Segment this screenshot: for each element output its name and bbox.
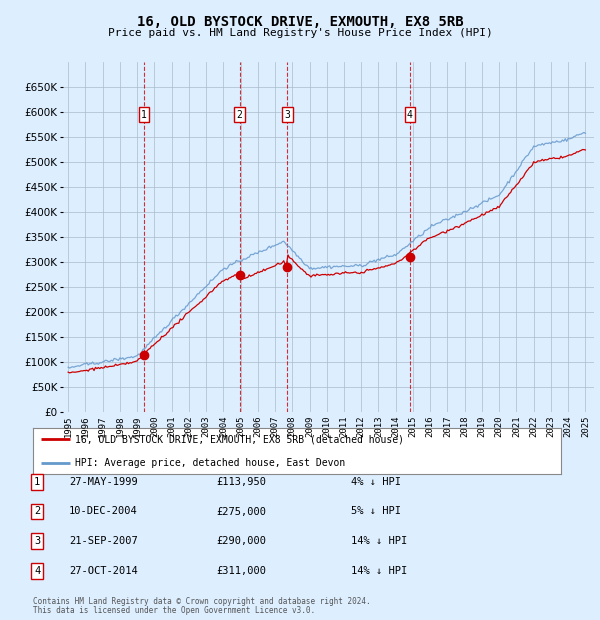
- Text: 2025: 2025: [581, 415, 590, 437]
- Text: 4: 4: [407, 110, 413, 120]
- Text: £275,000: £275,000: [216, 507, 266, 516]
- Text: 2: 2: [34, 507, 40, 516]
- Text: £113,950: £113,950: [216, 477, 266, 487]
- Text: 4% ↓ HPI: 4% ↓ HPI: [351, 477, 401, 487]
- Text: 2016: 2016: [426, 415, 435, 437]
- Text: 3: 3: [34, 536, 40, 546]
- Text: 2023: 2023: [547, 415, 556, 437]
- Text: 2006: 2006: [253, 415, 262, 437]
- Text: 2024: 2024: [563, 415, 572, 437]
- Text: 2003: 2003: [202, 415, 211, 437]
- Text: 1998: 1998: [115, 415, 124, 437]
- Text: 2012: 2012: [357, 415, 366, 437]
- Text: 2019: 2019: [478, 415, 487, 437]
- Text: 14% ↓ HPI: 14% ↓ HPI: [351, 536, 407, 546]
- Text: 1996: 1996: [81, 415, 90, 437]
- Text: 2008: 2008: [288, 415, 297, 437]
- Text: 2001: 2001: [167, 415, 176, 437]
- Text: 2000: 2000: [150, 415, 159, 437]
- Text: 2011: 2011: [340, 415, 349, 437]
- Text: 2009: 2009: [305, 415, 314, 437]
- Text: 2: 2: [236, 110, 242, 120]
- Text: 2010: 2010: [322, 415, 331, 437]
- Text: £290,000: £290,000: [216, 536, 266, 546]
- Text: 2013: 2013: [374, 415, 383, 437]
- Text: 10-DEC-2004: 10-DEC-2004: [69, 507, 138, 516]
- Text: 2021: 2021: [512, 415, 521, 437]
- Text: 1997: 1997: [98, 415, 107, 437]
- Text: 2014: 2014: [391, 415, 400, 437]
- Text: 2004: 2004: [219, 415, 228, 437]
- Text: 2015: 2015: [409, 415, 418, 437]
- Text: 2018: 2018: [460, 415, 469, 437]
- Text: 1: 1: [141, 110, 147, 120]
- Text: 16, OLD BYSTOCK DRIVE, EXMOUTH, EX8 5RB (detached house): 16, OLD BYSTOCK DRIVE, EXMOUTH, EX8 5RB …: [75, 435, 404, 445]
- Text: 27-OCT-2014: 27-OCT-2014: [69, 566, 138, 576]
- Text: 1999: 1999: [133, 415, 142, 437]
- Text: 21-SEP-2007: 21-SEP-2007: [69, 536, 138, 546]
- Text: Price paid vs. HM Land Registry's House Price Index (HPI): Price paid vs. HM Land Registry's House …: [107, 28, 493, 38]
- Text: £311,000: £311,000: [216, 566, 266, 576]
- Text: This data is licensed under the Open Government Licence v3.0.: This data is licensed under the Open Gov…: [33, 606, 315, 615]
- Text: 2020: 2020: [494, 415, 503, 437]
- Text: 2022: 2022: [529, 415, 538, 437]
- Text: 1: 1: [34, 477, 40, 487]
- Text: 27-MAY-1999: 27-MAY-1999: [69, 477, 138, 487]
- Text: 2017: 2017: [443, 415, 452, 437]
- Text: 14% ↓ HPI: 14% ↓ HPI: [351, 566, 407, 576]
- Text: Contains HM Land Registry data © Crown copyright and database right 2024.: Contains HM Land Registry data © Crown c…: [33, 597, 371, 606]
- Text: 2007: 2007: [271, 415, 280, 437]
- Text: HPI: Average price, detached house, East Devon: HPI: Average price, detached house, East…: [75, 458, 346, 467]
- Text: 5% ↓ HPI: 5% ↓ HPI: [351, 507, 401, 516]
- Text: 4: 4: [34, 566, 40, 576]
- Text: 1995: 1995: [64, 415, 73, 437]
- Text: 2005: 2005: [236, 415, 245, 437]
- Text: 3: 3: [284, 110, 290, 120]
- Text: 2002: 2002: [184, 415, 193, 437]
- Text: 16, OLD BYSTOCK DRIVE, EXMOUTH, EX8 5RB: 16, OLD BYSTOCK DRIVE, EXMOUTH, EX8 5RB: [137, 16, 463, 30]
